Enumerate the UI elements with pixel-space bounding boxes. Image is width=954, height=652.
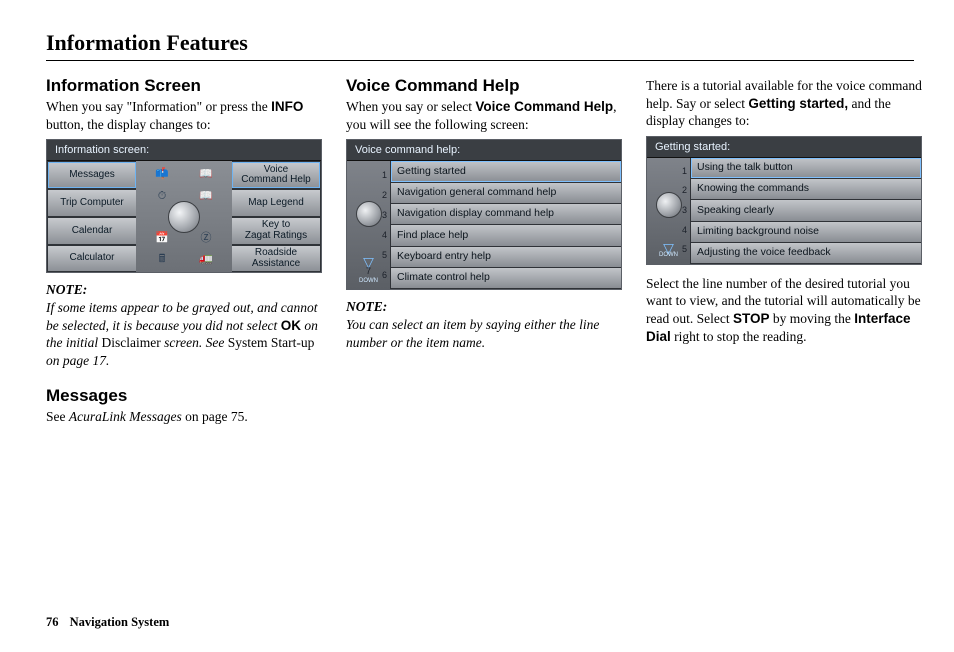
text: If some items appear to be grayed out, a… [46, 300, 317, 333]
screenshot-information-screen: Information screen: Messages Trip Comput… [46, 139, 322, 273]
btn-calculator[interactable]: Calculator [47, 245, 136, 273]
zagat-icon: Ⓩ [186, 231, 226, 248]
info-button-label: INFO [271, 99, 303, 114]
device-title: Voice command help: [347, 140, 621, 161]
disclaimer-ref: Disclaimer [102, 335, 161, 350]
num: 2 [682, 185, 687, 197]
getting-started-label: Getting started, [748, 96, 848, 111]
screenshot-getting-started: Getting started: ▽ DOWN 1 2 3 4 5 [646, 136, 922, 265]
row-limiting-noise[interactable]: Limiting background noise [691, 222, 921, 243]
row-speaking-clearly[interactable]: Speaking clearly [691, 200, 921, 221]
note-body: You can select an item by saying either … [346, 316, 622, 351]
btn-trip-computer[interactable]: Trip Computer [47, 189, 136, 217]
num: 6 [382, 270, 387, 282]
footer-title: Navigation System [70, 615, 170, 629]
down-count: 7 [359, 266, 378, 278]
info-grid-left: Messages Trip Computer Calendar Calculat… [47, 161, 136, 272]
paragraph: When you say or select Voice Command Hel… [346, 98, 622, 133]
row-keyboard-entry[interactable]: Keyboard entry help [391, 247, 621, 268]
heading-voice-command-help: Voice Command Help [346, 75, 622, 97]
info-grid-right: Voice Command Help Map Legend Key to Zag… [232, 161, 321, 272]
system-startup-ref: System Start-up [228, 335, 315, 350]
num: 1 [382, 170, 387, 182]
column-2: Voice Command Help When you say or selec… [346, 75, 622, 432]
btn-roadside-assistance[interactable]: Roadside Assistance [232, 245, 321, 273]
tow-truck-icon: 🚛 [186, 252, 226, 266]
column-1: Information Screen When you say "Informa… [46, 75, 322, 432]
heading-messages: Messages [46, 385, 322, 407]
list-rows: Using the talk button Knowing the comman… [691, 158, 921, 264]
device-title: Information screen: [47, 140, 321, 161]
paragraph: When you say "Information" or press the … [46, 98, 322, 133]
paragraph: Select the line number of the desired tu… [646, 275, 922, 345]
list-left-panel: ▽ 7 DOWN 1 2 3 4 5 6 [347, 161, 391, 289]
mailbox-icon: 📫 [142, 167, 182, 184]
text: See [46, 409, 69, 424]
paragraph: There is a tutorial available for the vo… [646, 77, 922, 130]
btn-voice-command-help[interactable]: Voice Command Help [232, 161, 321, 189]
content-columns: Information Screen When you say "Informa… [46, 75, 914, 432]
column-3: There is a tutorial available for the vo… [646, 75, 922, 432]
stop-label: STOP [733, 311, 770, 326]
calculator-icon: 🖩 [142, 252, 182, 266]
row-nav-general[interactable]: Navigation general command help [391, 183, 621, 204]
note-label: NOTE: [46, 281, 322, 299]
down-label: DOWN [359, 278, 378, 286]
num: 5 [382, 250, 387, 262]
down-arrow-icon[interactable]: ▽ [659, 244, 678, 252]
row-numbers: 1 2 3 4 5 6 [382, 165, 387, 285]
calendar-icon: 📅 [142, 231, 182, 248]
text: on page 75. [182, 409, 248, 424]
row-find-place[interactable]: Find place help [391, 225, 621, 246]
device-title: Getting started: [647, 137, 921, 158]
row-nav-display[interactable]: Navigation display command help [391, 204, 621, 225]
text: button, the display changes to: [46, 117, 211, 132]
interface-dial-icon [168, 201, 200, 233]
num: 3 [382, 210, 387, 222]
list-rows: Getting started Navigation general comma… [391, 161, 621, 289]
note-label: NOTE: [346, 298, 622, 316]
book-icon: 📖 [186, 167, 226, 184]
acuralink-ref: AcuraLink Messages [69, 409, 182, 424]
btn-calendar[interactable]: Calendar [47, 217, 136, 245]
num: 4 [382, 230, 387, 242]
interface-dial-icon [356, 201, 382, 227]
row-adjusting-feedback[interactable]: Adjusting the voice feedback [691, 243, 921, 264]
text: right to stop the reading. [671, 329, 807, 344]
num: 4 [682, 225, 687, 237]
row-knowing-commands[interactable]: Knowing the commands [691, 179, 921, 200]
heading-information-screen: Information Screen [46, 75, 322, 97]
vch-label: Voice Command Help [475, 99, 613, 114]
btn-map-legend[interactable]: Map Legend [232, 189, 321, 217]
text: When you say "Information" or press the [46, 99, 271, 114]
row-getting-started[interactable]: Getting started [391, 161, 621, 182]
text: on page 17. [46, 353, 109, 368]
num: 3 [682, 205, 687, 217]
screenshot-voice-command-help: Voice command help: ▽ 7 DOWN 1 2 3 4 [346, 139, 622, 290]
row-climate-control[interactable]: Climate control help [391, 268, 621, 289]
row-talk-button[interactable]: Using the talk button [691, 158, 921, 179]
down-arrow-icon[interactable]: ▽ [359, 258, 378, 266]
btn-messages[interactable]: Messages [47, 161, 136, 189]
text: by moving the [769, 311, 854, 326]
page-number: 76 [46, 615, 59, 629]
row-numbers: 1 2 3 4 5 [682, 162, 687, 260]
interface-dial-icon [656, 192, 682, 218]
num: 2 [382, 190, 387, 202]
page-footer: 76 Navigation System [46, 615, 169, 630]
page-title: Information Features [46, 30, 914, 61]
text: When you say or select [346, 99, 475, 114]
note-body: If some items appear to be grayed out, a… [46, 299, 322, 369]
ok-label: OK [281, 318, 301, 333]
list-left-panel: ▽ DOWN 1 2 3 4 5 [647, 158, 691, 264]
info-grid-center: 📫 📖 ⏱ 📖 📅 Ⓩ 🖩 🚛 [136, 161, 232, 272]
num: 1 [682, 166, 687, 178]
paragraph: See AcuraLink Messages on page 75. [46, 408, 322, 426]
btn-key-zagat[interactable]: Key to Zagat Ratings [232, 217, 321, 245]
text: screen. See [161, 335, 228, 350]
down-label: DOWN [659, 252, 678, 260]
num: 5 [682, 244, 687, 256]
